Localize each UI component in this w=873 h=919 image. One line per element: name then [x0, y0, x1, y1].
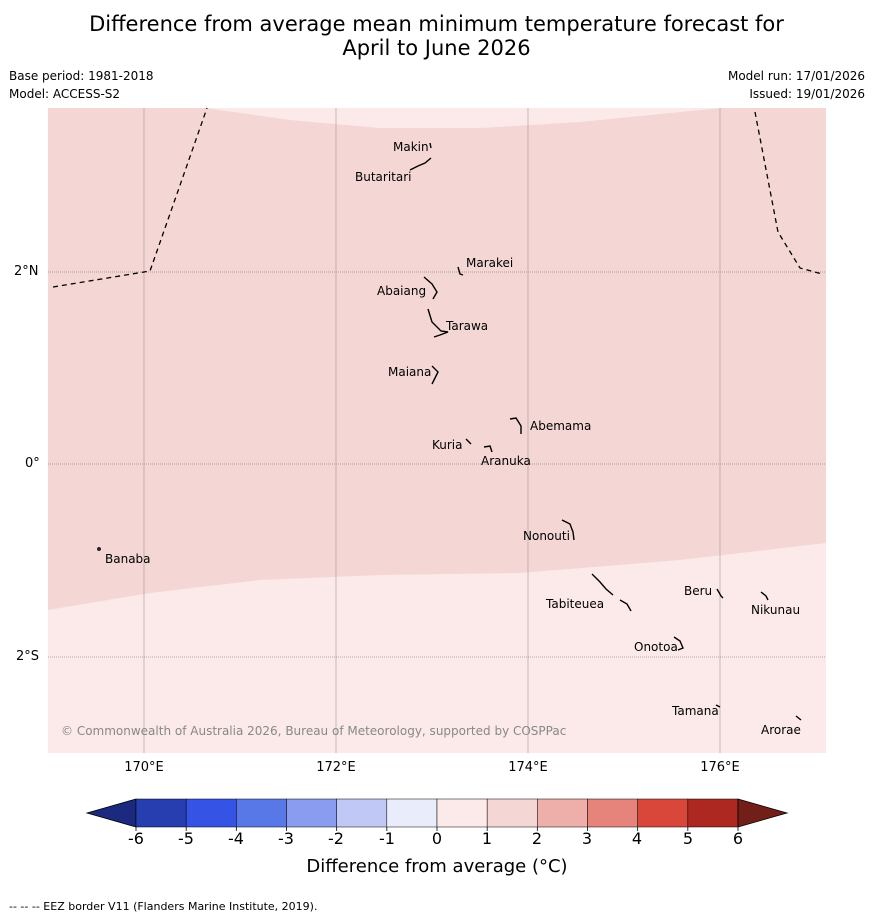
island-abemama: [509, 417, 522, 434]
colorbar-segment--4-to--3: [236, 798, 287, 828]
place-label: Tarawa: [446, 319, 489, 333]
island-tarawa: [427, 308, 449, 338]
colorbar-segment-2-to-3: [537, 798, 588, 828]
place-label: Tamana: [672, 704, 719, 718]
place-label: Aranuka: [481, 454, 531, 468]
colorbar-tick-label: 0: [431, 829, 443, 848]
colorbar-over-triangle: [737, 798, 789, 828]
colorbar-tick-label: -3: [278, 829, 294, 848]
base-period: Base period: 1981-2018: [9, 69, 154, 83]
lat-label-0: 0°: [25, 456, 40, 471]
island-aranuka: [483, 445, 493, 453]
colorbar-tick-label: -4: [228, 829, 244, 848]
place-label: Abemama: [530, 419, 592, 433]
colorbar-tick-label: 6: [732, 829, 744, 848]
title-line-1: Difference from average mean minimum tem…: [89, 12, 784, 36]
place-label: Makin: [393, 140, 429, 154]
islands: [97, 142, 802, 721]
island-makin: [429, 142, 432, 149]
colorbar-tick-label: 4: [631, 829, 643, 848]
copyright-notice: © Commonwealth of Australia 2026, Bureau…: [61, 724, 567, 738]
island-maiana: [431, 365, 439, 385]
colorbar-tick-label: -5: [178, 829, 194, 848]
map-title: Difference from average mean minimum tem…: [0, 12, 873, 60]
island-banaba: [97, 547, 101, 551]
model-run: Model run: 17/01/2026: [727, 69, 865, 83]
colorbar-segment-4-to-5: [637, 798, 689, 828]
region-1-to-2: [48, 108, 826, 610]
island-beru: [716, 588, 724, 599]
lon-label-174e: 174°E: [508, 760, 548, 775]
lat-gridlines: [48, 271, 826, 658]
island-nonouti: [561, 519, 575, 541]
colorbar-segments: [135, 798, 739, 828]
island-kuria: [465, 438, 472, 445]
colorbar-segment--1-to-0: [386, 798, 438, 828]
eez-legend-note: -- -- -- EEZ border V11 (Flanders Marine…: [9, 900, 318, 913]
colorbar-tick-marks: [135, 827, 739, 831]
island-nikunau: [760, 591, 769, 601]
lat-label-2s: 2°S: [16, 649, 40, 664]
island-butaritari: [409, 157, 432, 171]
colorbar-tick-label: -2: [328, 829, 344, 848]
colorbar-under-triangle: [85, 798, 137, 828]
region-0-to-1-top: [205, 108, 720, 128]
place-label: Banaba: [105, 552, 151, 566]
island-marakei: [457, 266, 464, 276]
model-name: Model: ACCESS-S2: [9, 87, 121, 101]
colorbar-segment--5-to--4: [185, 798, 237, 828]
lat-label-2n: 2°N: [14, 264, 39, 279]
lon-label-176e: 176°E: [700, 760, 740, 775]
place-label: Nikunau: [751, 603, 801, 617]
colorbar-tick-label: -1: [379, 829, 395, 848]
issued-date: Issued: 19/01/2026: [749, 87, 865, 101]
meta-left: Base period: 1981-2018 Model: ACCESS-S2: [9, 67, 154, 103]
colorbar-tick-label: -6: [128, 829, 144, 848]
eez-border: [52, 107, 823, 288]
place-label: Butaritari: [355, 170, 412, 184]
island-tabiteuea: [591, 573, 614, 596]
place-label: Nonouti: [523, 529, 570, 543]
colorbar-segment-3-to-4: [587, 798, 638, 828]
colorbar-segment--3-to--2: [286, 798, 337, 828]
island-tabiteuea-south: [619, 599, 632, 612]
colorbar-title: Difference from average (°C): [306, 856, 568, 877]
colorbar-tick-label: 3: [581, 829, 593, 848]
lon-label-172e: 172°E: [316, 760, 356, 775]
colorbar-segment-1-to-2: [486, 798, 538, 828]
place-label: Beru: [684, 584, 713, 598]
place-label: Onotoa: [634, 640, 678, 654]
colorbar-segment--2-to--1: [336, 798, 388, 828]
colorbar-segment--6-to--5: [135, 798, 187, 828]
place-label: Tabiteuea: [546, 597, 605, 611]
eez-border-east: [754, 111, 823, 275]
colorbar-segment-0-to-1: [436, 798, 488, 828]
meta-right: Model run: 17/01/2026 Issued: 19/01/2026: [728, 67, 865, 103]
place-label: Kuria: [432, 438, 463, 452]
island-tamana: [715, 704, 721, 708]
island-arorae: [795, 715, 802, 721]
gridlines: [143, 108, 721, 753]
place-label: Maiana: [388, 365, 432, 379]
title-line-2: April to June 2026: [342, 36, 531, 60]
place-label: Arorae: [761, 723, 801, 737]
colorbar-tick-label: 1: [481, 829, 493, 848]
map-panel: [48, 108, 826, 753]
place-label: Marakei: [466, 256, 514, 270]
island-onotoa: [673, 636, 684, 651]
lon-label-170e: 170°E: [124, 760, 164, 775]
place-label: Abaiang: [377, 284, 427, 298]
colorbar: [85, 798, 789, 831]
island-abaiang: [423, 276, 438, 300]
colorbar-tick-label: 2: [531, 829, 543, 848]
colorbar-tick-label: 5: [682, 829, 694, 848]
colorbar-segment-5-to-6: [687, 798, 739, 828]
